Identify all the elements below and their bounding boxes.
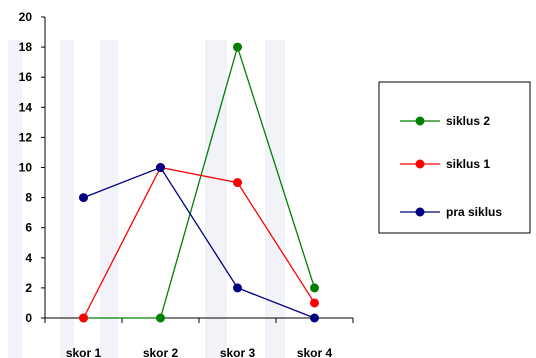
series-line bbox=[83, 44, 316, 319]
data-point bbox=[233, 283, 242, 293]
decor-band bbox=[265, 40, 285, 358]
y-tick-label: 16 bbox=[19, 70, 33, 84]
decor-band bbox=[8, 40, 22, 358]
x-tick-label: skor 1 bbox=[66, 346, 102, 358]
y-tick-label: 0 bbox=[25, 311, 32, 325]
x-tick-label: skor 2 bbox=[143, 346, 179, 358]
data-point bbox=[79, 193, 88, 203]
legend-label: pra siklus bbox=[446, 205, 502, 219]
y-tick-label: 14 bbox=[19, 100, 33, 114]
legend-item: siklus 1 bbox=[400, 157, 490, 171]
y-tick-label: 4 bbox=[25, 251, 32, 265]
data-point bbox=[310, 283, 319, 293]
legend-label: siklus 1 bbox=[446, 157, 490, 171]
y-tick-label: 10 bbox=[19, 161, 33, 175]
background-watermark bbox=[8, 40, 285, 358]
x-tick-label: skor 3 bbox=[220, 346, 256, 358]
data-point bbox=[310, 313, 319, 323]
legend-marker bbox=[415, 159, 425, 169]
y-tick-label: 12 bbox=[19, 130, 33, 144]
decor-band bbox=[60, 40, 74, 358]
series-line bbox=[82, 166, 316, 319]
legend-marker bbox=[415, 116, 425, 126]
series-2 bbox=[79, 163, 319, 323]
series-layer bbox=[79, 42, 319, 323]
legend-marker bbox=[415, 207, 425, 217]
data-point bbox=[310, 298, 319, 308]
y-tick-label: 6 bbox=[25, 221, 32, 235]
legend-item: siklus 2 bbox=[400, 114, 490, 128]
legend-item: pra siklus bbox=[400, 205, 502, 219]
y-tick-label: 20 bbox=[19, 10, 33, 24]
decor-band bbox=[205, 40, 227, 358]
x-tick-label: skor 4 bbox=[297, 346, 333, 358]
legend-box bbox=[378, 81, 531, 234]
data-point bbox=[79, 313, 88, 323]
series-line bbox=[83, 166, 315, 319]
x-axis: skor 1 skor 2 skor 3 skor 4 bbox=[44, 317, 354, 358]
data-point bbox=[156, 313, 165, 323]
data-point bbox=[233, 178, 242, 188]
data-point bbox=[233, 42, 242, 52]
decor-band bbox=[100, 40, 118, 358]
legend: siklus 2 siklus 1 pra siklus bbox=[378, 81, 531, 234]
y-tick-label: 8 bbox=[25, 191, 32, 205]
data-point bbox=[156, 163, 165, 172]
y-tick-label: 2 bbox=[25, 281, 32, 295]
y-tick-label: 18 bbox=[19, 40, 33, 54]
legend-label: siklus 2 bbox=[446, 114, 490, 128]
y-axis: 0 2 4 6 8 10 12 14 16 18 20 bbox=[19, 10, 46, 325]
